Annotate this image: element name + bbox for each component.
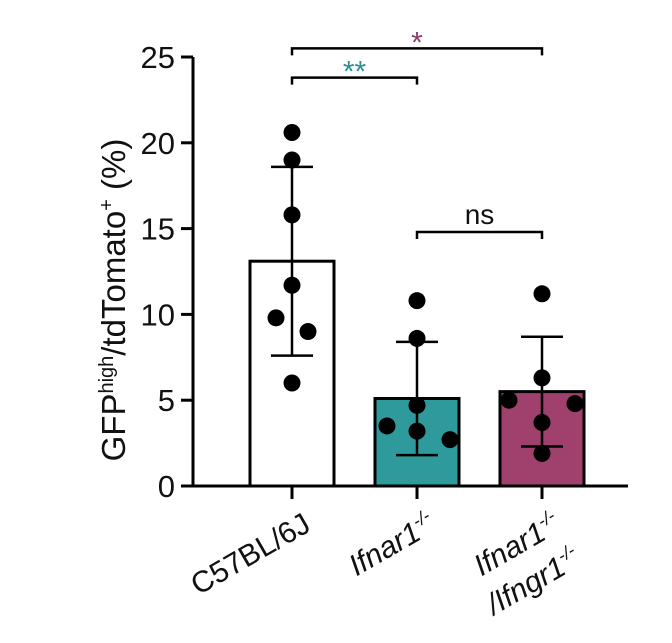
- data-point-2-3: [566, 395, 584, 413]
- svg-text:GFPhigh/tdTomato+ (%): GFPhigh/tdTomato+ (%): [95, 139, 132, 462]
- data-point-0-5: [299, 323, 317, 341]
- sig-bracket-0: [290, 47, 544, 56]
- x-tick-label-1: Ifnar1-/-: [342, 505, 441, 582]
- data-point-1-2: [408, 396, 426, 414]
- y-axis-label-sup2: +: [96, 199, 118, 211]
- sig-bracket-2: [415, 230, 544, 240]
- y-axis-label-mid: /tdTomato: [95, 211, 132, 356]
- x-tick-label-0: C57BL/6J: [185, 507, 316, 601]
- data-point-2-1: [533, 369, 551, 387]
- y-tick-label-2: 10: [141, 297, 175, 332]
- y-tick-label-1: 5: [158, 383, 175, 418]
- y-tick-label-0: 0: [158, 469, 175, 504]
- x-tick-label-text: Ifnar1: [343, 516, 426, 583]
- data-point-2-4: [533, 414, 551, 432]
- y-axis-label: GFPhigh/tdTomato+ (%): [95, 139, 132, 462]
- x-tick-labels: C57BL/6J Ifnar1-/- Ifnar1-/-/Ifngr1-/-: [185, 505, 578, 622]
- data-point-1-1: [408, 329, 426, 347]
- x-tick-label-0-line-0: C57BL/6J: [185, 507, 316, 601]
- data-point-2-2: [500, 391, 518, 409]
- data-point-0-4: [267, 309, 285, 327]
- data-point-0-0: [283, 124, 301, 142]
- data-point-1-0: [408, 292, 426, 310]
- data-point-0-1: [283, 151, 301, 169]
- y-axis-label-tail: (%): [95, 139, 132, 200]
- sig-label-2: ns: [465, 199, 495, 230]
- data-point-0-6: [283, 374, 301, 392]
- data-point-0-2: [283, 206, 301, 224]
- sig-label-1: **: [343, 56, 367, 89]
- y-axis-label-base: GFP: [95, 394, 132, 462]
- significance-brackets: ***ns: [290, 26, 544, 240]
- data-points: [267, 124, 584, 462]
- sig-label-0: *: [411, 26, 423, 59]
- data-point-1-4: [408, 422, 426, 440]
- data-point-0-3: [283, 276, 301, 294]
- data-point-1-3: [378, 417, 396, 435]
- x-tick-label-text: C57BL/6J: [185, 507, 316, 601]
- y-axis-label-sup1: high: [96, 356, 118, 394]
- x-tick-label-2: Ifnar1-/-/Ifngr1-/-: [468, 505, 578, 622]
- x-tick-label-1-line-0: Ifnar1-/-: [342, 505, 441, 582]
- data-point-1-5: [441, 431, 459, 449]
- y-tick-label-5: 25: [141, 40, 175, 75]
- y-tick-label-3: 15: [141, 212, 175, 247]
- data-point-2-5: [533, 444, 551, 462]
- sig-bracket-1: [290, 76, 419, 85]
- y-tick-label-4: 20: [141, 126, 175, 161]
- data-point-2-0: [533, 285, 551, 303]
